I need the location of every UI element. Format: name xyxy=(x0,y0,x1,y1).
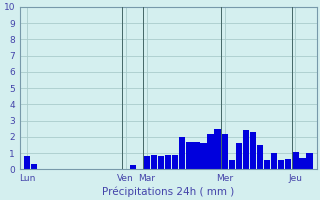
Bar xyxy=(144,156,150,169)
Bar xyxy=(228,160,235,169)
Bar xyxy=(207,134,214,169)
Bar xyxy=(31,164,37,169)
Bar xyxy=(186,142,193,169)
Bar xyxy=(236,143,242,169)
Bar xyxy=(243,130,249,169)
Bar xyxy=(271,153,277,169)
Bar xyxy=(130,165,136,169)
Bar xyxy=(306,153,313,169)
Bar xyxy=(278,160,284,169)
Bar xyxy=(221,134,228,169)
Bar xyxy=(257,145,263,169)
Bar xyxy=(165,155,171,169)
Bar xyxy=(264,160,270,169)
Bar xyxy=(214,129,221,169)
Bar xyxy=(200,143,207,169)
Bar xyxy=(172,155,179,169)
Bar xyxy=(285,159,292,169)
Bar xyxy=(24,156,30,169)
Bar xyxy=(250,132,256,169)
Bar xyxy=(193,142,200,169)
Bar xyxy=(292,152,299,169)
X-axis label: Précipitations 24h ( mm ): Précipitations 24h ( mm ) xyxy=(102,186,234,197)
Bar xyxy=(158,156,164,169)
Bar xyxy=(179,137,186,169)
Bar xyxy=(299,158,306,169)
Bar xyxy=(151,155,157,169)
